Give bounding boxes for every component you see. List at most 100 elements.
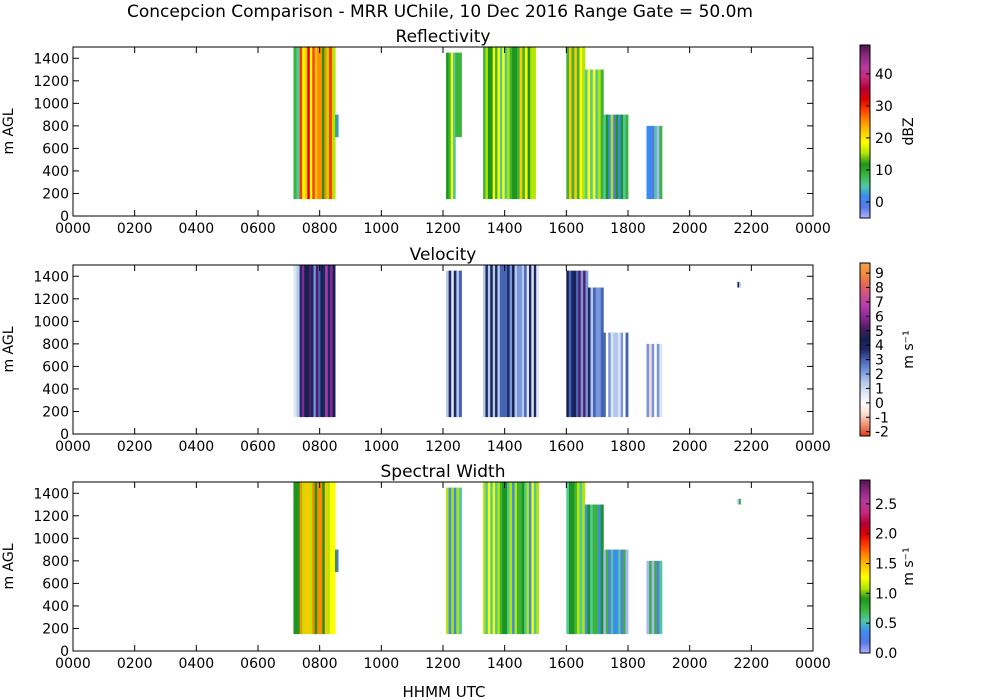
y-tick-label: 400 (42, 599, 69, 615)
heatmap-cell (578, 270, 582, 418)
colorbar-tick-label: 4 (875, 338, 884, 354)
x-tick-label: 2200 (734, 656, 770, 672)
heatmap-cell (592, 504, 596, 635)
y-tick-label: 1400 (33, 486, 69, 502)
heatmap-cell (329, 482, 333, 635)
heatmap-cell (613, 332, 617, 418)
heatmap-cell (533, 265, 537, 418)
heatmap-cell (507, 482, 510, 635)
heatmap-cell (490, 482, 494, 635)
heatmap-cell (302, 482, 306, 635)
heatmap-cell (483, 265, 486, 418)
heatmap-cell (613, 549, 617, 635)
heatmap-cell (590, 504, 594, 635)
x-tick-label: 2200 (734, 439, 770, 455)
y-tick-label: 1200 (33, 509, 69, 525)
x-tick-label: 0000 (795, 221, 831, 237)
heatmap-cell (317, 482, 321, 635)
heatmap-cell (448, 270, 452, 418)
y-tick-label: 0 (60, 209, 69, 225)
heatmap-cell (573, 270, 577, 418)
heatmap-cell (330, 265, 334, 418)
heatmap-cell (524, 47, 528, 200)
heatmap-cell (309, 47, 313, 200)
colorbar-tick-label: 1.0 (875, 586, 897, 602)
heatmap-cell (526, 482, 530, 635)
heatmap-cell (321, 47, 325, 200)
colorbar-tick-label: 9 (875, 266, 884, 282)
heatmap-cell (485, 47, 489, 200)
heatmap-cell (528, 265, 532, 418)
heatmap-cell (575, 270, 579, 418)
y-tick-label: 1000 (33, 96, 69, 112)
heatmap-cell (514, 47, 518, 200)
heatmap-cell (325, 265, 329, 418)
heatmap-cell (495, 265, 498, 418)
heatmap-cell (315, 265, 319, 418)
heatmap-cell (312, 47, 316, 200)
heatmap-cell (590, 69, 594, 200)
colorbar-tick-label: 0 (875, 195, 884, 211)
heatmap-cell (497, 265, 501, 418)
heatmap-cell (623, 549, 626, 635)
heatmap-cell (571, 482, 575, 635)
heatmap-cell (649, 343, 653, 418)
y-tick-label: 200 (42, 404, 69, 420)
colorbar-tick-label: 1.5 (875, 557, 897, 573)
panel-title: Velocity (410, 245, 477, 265)
heatmap-cell (571, 47, 575, 200)
y-axis-label: m AGL (1, 326, 17, 372)
heatmap-cell (502, 265, 506, 418)
heatmap-cell (299, 482, 303, 635)
x-tick-label: 0000 (795, 439, 831, 455)
heatmap-cell (453, 487, 457, 635)
heatmap-cell (293, 482, 297, 635)
heatmap-cell (646, 343, 650, 418)
heatmap-cell (512, 482, 515, 635)
heatmap-cell (308, 265, 312, 418)
heatmap-cell (312, 482, 316, 635)
y-tick-label: 400 (42, 164, 69, 180)
heatmap-cell (610, 114, 614, 200)
heatmap-cell (328, 47, 333, 200)
heatmap-cell (568, 482, 573, 635)
x-tick-label: 0800 (302, 221, 338, 237)
heatmap-cell (656, 560, 660, 635)
heatmap-cell (526, 265, 530, 418)
heatmap-cell (453, 52, 456, 200)
heatmap-cell (571, 270, 574, 418)
heatmap-cell (623, 114, 626, 200)
heatmap-cell (514, 482, 518, 635)
heatmap-cell (512, 265, 515, 418)
x-tick-label: 0000 (55, 656, 91, 672)
heatmap-cell (582, 47, 586, 200)
heatmap-cell (568, 270, 572, 418)
heatmap-cell (574, 482, 578, 635)
heatmap-cell (625, 332, 629, 418)
colorbar-tick-label: 6 (875, 309, 884, 325)
heatmap-cell (514, 265, 518, 418)
x-tick-label: 1400 (487, 656, 523, 672)
heatmap-cell (566, 270, 570, 418)
colorbar-tick-label: 2.0 (875, 527, 897, 543)
heatmap-cell (451, 487, 455, 635)
x-tick-label: 1600 (549, 439, 585, 455)
heatmap-cell (485, 265, 489, 418)
plot-frame (72, 481, 814, 652)
data-area (293, 47, 663, 200)
x-tick-label: 0400 (179, 221, 215, 237)
heatmap-cell (453, 270, 457, 418)
heatmap-cell (499, 265, 503, 418)
colorbar-tick-label: 2 (875, 367, 884, 383)
heatmap-cell (322, 482, 326, 635)
heatmap-cell (595, 69, 599, 200)
heatmap-cell (517, 47, 521, 200)
heatmap-cell (566, 482, 570, 635)
heatmap-cell (654, 125, 658, 200)
heatmap-cell (610, 549, 614, 635)
heatmap-cell (659, 560, 663, 635)
x-tick-label: 0000 (55, 221, 91, 237)
heatmap-cell (499, 47, 503, 200)
